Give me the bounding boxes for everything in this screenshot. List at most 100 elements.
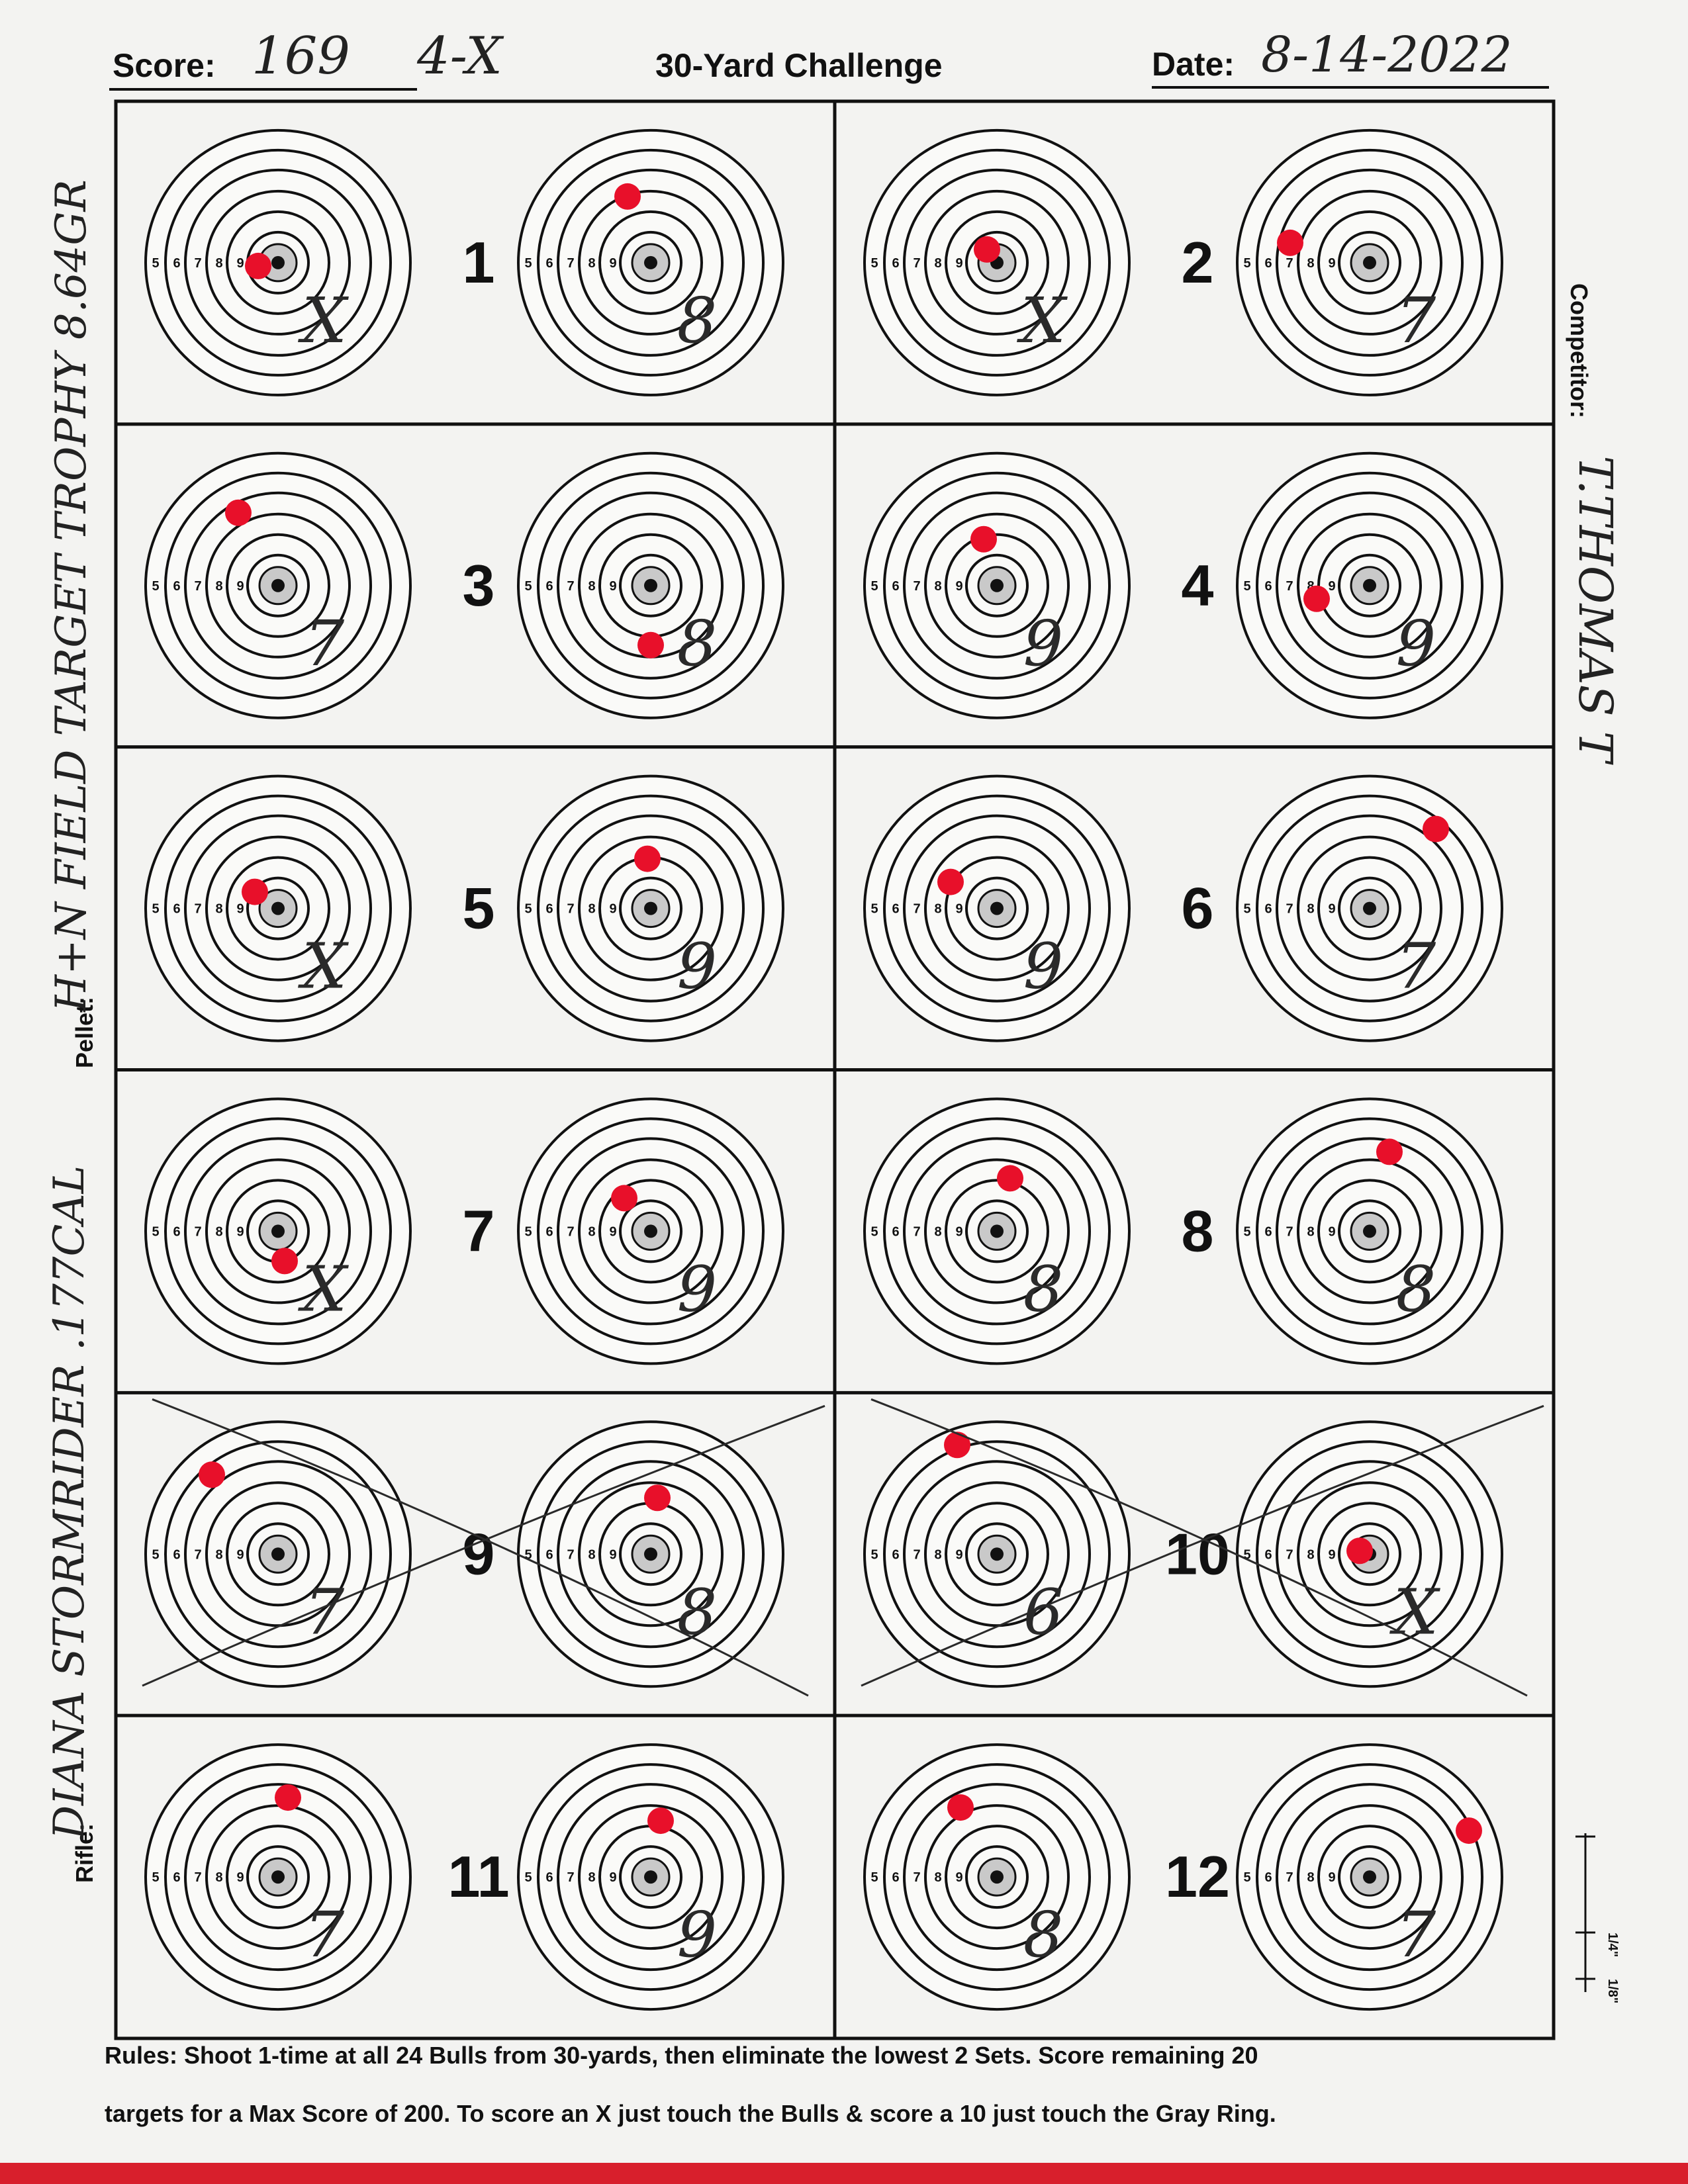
target-ring: [246, 876, 310, 940]
ring-number: 6: [173, 579, 180, 594]
set-number: 8: [1182, 1198, 1214, 1263]
ring-number: 9: [955, 1870, 962, 1885]
ring-number: 5: [524, 1870, 532, 1885]
handwritten-score: X: [297, 1253, 349, 1326]
target-ring: [226, 1825, 330, 1930]
ring-number: 9: [236, 1870, 244, 1885]
date-label: Date:: [1152, 46, 1235, 83]
set-number: 6: [1182, 876, 1214, 941]
target-bull: 5 6 7 8 99: [863, 451, 1131, 719]
handwritten-score: 8: [1023, 1899, 1063, 1972]
handwritten-score: 7: [1396, 1899, 1436, 1972]
target-ring: [578, 189, 724, 336]
target-ring: [164, 471, 392, 700]
handwritten-score: X: [297, 285, 349, 357]
pellet-hole: [634, 845, 661, 872]
ring-number: 7: [194, 1547, 201, 1562]
target-ring: [619, 1845, 682, 1909]
ring-number: 5: [1243, 902, 1250, 917]
target-ring: [184, 1460, 372, 1649]
target-ring: [578, 1158, 724, 1304]
cross-out-line: [861, 1404, 1544, 1687]
target-bull: 5 6 7 8 9 X: [863, 128, 1131, 396]
bull-center: [644, 255, 657, 269]
target-ring: [246, 1845, 310, 1909]
target-ring: [965, 553, 1029, 617]
target-ring: [924, 189, 1070, 336]
handwritten-score: 8: [1023, 1253, 1063, 1326]
ring-number: 8: [934, 1870, 941, 1885]
ring-number: 6: [173, 902, 180, 917]
target-bull: 5 6 7 8 97: [144, 1420, 412, 1688]
target-ring: [1256, 1440, 1483, 1668]
ring-number: 5: [1243, 579, 1250, 594]
ring-number: 7: [194, 902, 201, 917]
set-number: 5: [463, 876, 495, 941]
ring-number: 6: [892, 902, 899, 917]
ring-number: 7: [1286, 579, 1293, 594]
target-ring: [557, 168, 745, 357]
ring-number: 7: [567, 1870, 574, 1885]
handwritten-score: 9: [677, 931, 717, 1003]
handwritten-score: 8: [1396, 1253, 1436, 1326]
bull-center: [1363, 1870, 1376, 1884]
ring-number: 9: [236, 579, 244, 594]
bull-center: [1363, 1224, 1376, 1238]
target-set-3: 5 6 7 8 975 6 7 8 983: [144, 451, 784, 719]
target-bull: 5 6 7 8 99: [1236, 451, 1503, 719]
ring-number: 6: [173, 256, 180, 271]
target-ring: [945, 856, 1049, 961]
ring-number: 6: [892, 1870, 899, 1885]
x-count: 4-X: [417, 26, 502, 86]
target-ring: [1256, 1117, 1483, 1345]
score-value: 169: [252, 26, 350, 86]
handwritten-score: 7: [1396, 285, 1436, 357]
ring-number: 5: [152, 1870, 159, 1885]
ring-number: 9: [609, 1224, 616, 1239]
bull-center: [990, 578, 1004, 592]
target-ring: [1297, 189, 1442, 336]
pellet-hole: [271, 1248, 298, 1275]
bull-center: [644, 1870, 657, 1884]
target-ring: [1256, 794, 1483, 1023]
target-ring: [537, 471, 765, 700]
pellet-hole: [245, 252, 271, 279]
target-ring: [619, 1199, 682, 1263]
pellet-hole: [1303, 585, 1330, 612]
ring-number: 7: [567, 902, 574, 917]
scale-label: 1/8": [1605, 1979, 1620, 2003]
target-bull: 5 6 7 8 9 X: [144, 128, 412, 396]
target-ring: [205, 512, 351, 659]
target-ring: [945, 533, 1049, 638]
set-number: 2: [1182, 230, 1214, 295]
ring-number: 6: [545, 1870, 553, 1885]
target-ring: [1338, 1845, 1401, 1909]
handwritten-score: 8: [677, 1576, 717, 1649]
ring-number: 9: [955, 902, 962, 917]
ring-number: 5: [524, 902, 532, 917]
handwritten-score: 7: [1396, 931, 1436, 1003]
target-ring: [205, 1158, 351, 1304]
target-ring: [205, 835, 351, 981]
target-ring: [598, 210, 703, 315]
ring-number: 9: [609, 579, 616, 594]
target-ring: [1317, 210, 1422, 315]
ring-number: 5: [152, 1224, 159, 1239]
ring-number: 6: [892, 1547, 899, 1562]
ring-number: 8: [588, 256, 595, 271]
bull-center: [271, 1224, 285, 1238]
target-ring: [1317, 1179, 1422, 1284]
ring-number: 5: [152, 902, 159, 917]
ring-number: 5: [1243, 1547, 1250, 1562]
set-number: 3: [463, 553, 495, 618]
target-ring: [184, 1783, 372, 1972]
ring-number: 5: [870, 902, 878, 917]
ring-number: 9: [1328, 902, 1335, 917]
ring-number: 6: [545, 256, 553, 271]
ring-number: 5: [524, 579, 532, 594]
bull-center: [271, 255, 285, 269]
pellet-hole: [225, 499, 252, 526]
ring-number: 6: [173, 1870, 180, 1885]
target-ring: [164, 1440, 392, 1668]
